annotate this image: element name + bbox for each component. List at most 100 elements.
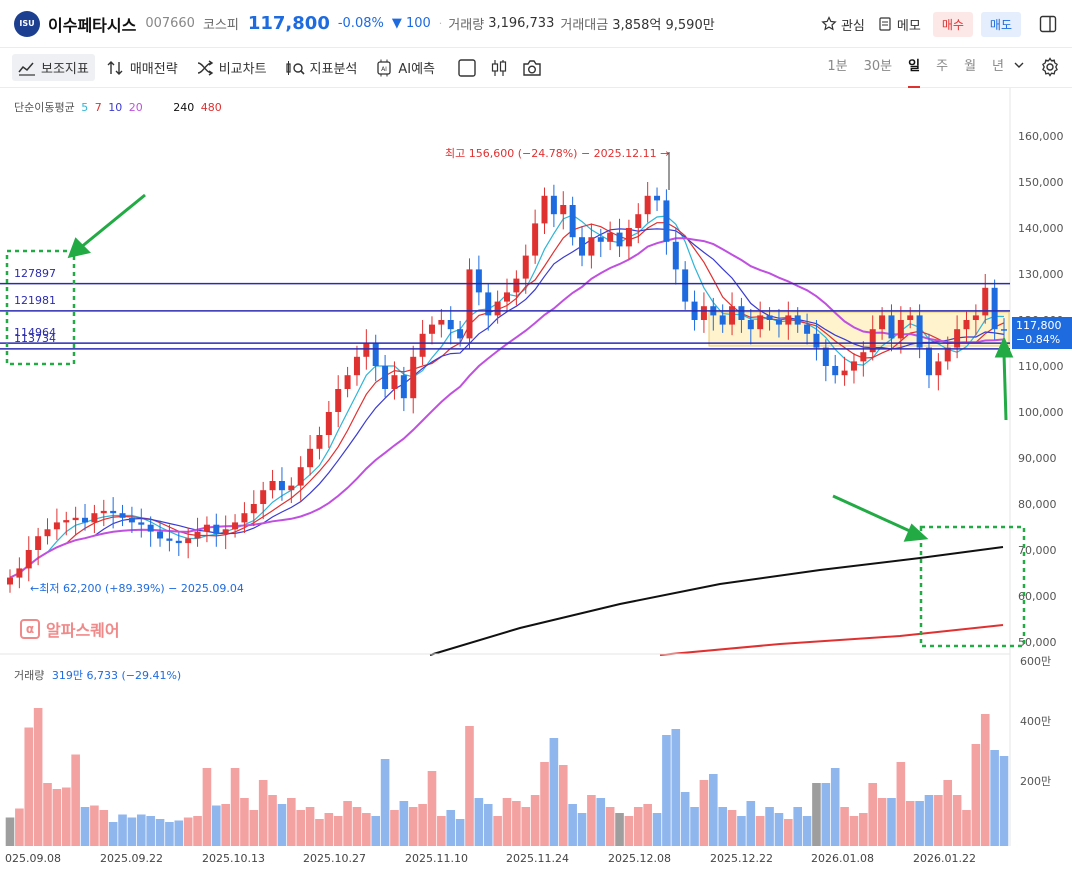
sell-button[interactable]: 매도 xyxy=(980,11,1021,37)
candle-body xyxy=(485,292,492,316)
volume-bar xyxy=(33,708,43,846)
buy-button[interactable]: 매수 xyxy=(932,11,973,37)
volume-bar xyxy=(230,768,240,846)
candle-body xyxy=(869,329,876,353)
candle-body xyxy=(157,531,164,539)
candle-body xyxy=(907,315,914,320)
candle-body xyxy=(475,269,482,293)
volume-bar xyxy=(61,787,71,846)
candle-body xyxy=(504,292,510,302)
candle-body xyxy=(128,517,135,523)
ma-5-line xyxy=(9,214,1005,579)
volume-bar xyxy=(362,813,371,846)
candle-body xyxy=(672,241,679,270)
y-tick-label: 130,000 xyxy=(1018,268,1064,281)
screenshot-button[interactable] xyxy=(521,58,543,78)
candle-body xyxy=(860,352,867,362)
volume-bar xyxy=(934,795,943,846)
x-tick-label: 2025.10.27 xyxy=(303,852,366,865)
volume-bar xyxy=(127,817,137,846)
ma-legend-title: 단순이동평균 xyxy=(14,101,75,114)
strategy-button[interactable]: 매매전략 xyxy=(101,54,184,81)
volume-bar xyxy=(652,813,662,846)
separator-dot: · xyxy=(438,17,443,30)
change-percent: -0.08% xyxy=(337,16,384,31)
square-icon xyxy=(458,58,476,77)
ai-predict-button[interactable]: AI AI예측 xyxy=(369,54,441,81)
candle-body xyxy=(982,287,989,316)
camera-icon xyxy=(523,59,541,76)
candle-body xyxy=(419,333,426,357)
gear-icon xyxy=(1042,57,1058,77)
svg-text:AI: AI xyxy=(381,66,387,73)
period-30min[interactable]: 30분 xyxy=(863,59,893,74)
watch-button[interactable]: 관심 xyxy=(821,15,865,34)
period-year[interactable]: 년 xyxy=(992,59,1004,74)
period-day[interactable]: 일 xyxy=(908,48,921,88)
period-week[interactable]: 주 xyxy=(936,59,949,74)
candle-body xyxy=(897,320,904,339)
candle-body xyxy=(963,320,970,330)
high-annotation: 최고 156,600 (−24.78%) − 2025.12.11 → xyxy=(445,147,670,160)
side-panel-toggle[interactable] xyxy=(1037,13,1059,35)
volume-legend-label: 거래량 xyxy=(14,669,45,682)
candle-body xyxy=(804,324,811,334)
indicator-label: 보조지표 xyxy=(41,62,89,77)
volume-bar xyxy=(155,819,165,846)
volume-bar xyxy=(408,807,418,846)
volume-bar xyxy=(746,801,756,846)
volume-bar xyxy=(765,807,774,846)
annotation-box-left xyxy=(5,249,76,366)
volume-bar xyxy=(971,744,981,846)
candle-body xyxy=(532,223,539,256)
candle-body xyxy=(832,366,839,376)
draw-box-button[interactable] xyxy=(457,58,477,78)
candle-body xyxy=(194,531,201,539)
volume-bar xyxy=(446,810,456,846)
candle-type-button[interactable] xyxy=(489,58,509,78)
volume-bar xyxy=(165,822,174,846)
volume-bar xyxy=(999,756,1009,846)
candle-body xyxy=(729,306,736,325)
candle-body xyxy=(494,301,501,316)
candle-body xyxy=(663,200,670,242)
candle-body xyxy=(213,524,220,534)
volume-bar xyxy=(183,817,193,846)
volume-bar xyxy=(530,795,540,846)
chart-settings-button[interactable] xyxy=(1040,57,1060,81)
candle-body xyxy=(457,329,464,339)
volume-bar xyxy=(962,810,971,846)
volume-bar xyxy=(690,807,699,846)
arrow-icon xyxy=(832,494,929,542)
star-icon xyxy=(821,16,837,31)
price-chart[interactable]: 160,000150,000140,000130,000120,000110,0… xyxy=(0,88,1072,878)
candle-body xyxy=(222,529,229,534)
compare-button[interactable]: 비교차트 xyxy=(190,54,273,81)
period-dropdown[interactable] xyxy=(1014,48,1024,88)
candle-body xyxy=(16,568,23,578)
watch-label: 관심 xyxy=(840,18,865,34)
x-tick-label: 025.09.08 xyxy=(5,852,61,865)
indicator-button[interactable]: 보조지표 xyxy=(12,54,95,81)
analysis-button[interactable]: 지표분석 xyxy=(279,54,364,81)
volume-bar xyxy=(455,819,465,846)
stock-name[interactable]: 이수페타시스 xyxy=(48,15,137,35)
memo-button[interactable]: 메모 xyxy=(877,15,921,34)
analysis-icon xyxy=(285,60,305,75)
volume-bar xyxy=(633,807,643,846)
candle-body xyxy=(841,370,848,376)
low-annotation: ←최저 62,200 (+89.39%) − 2025.09.04 xyxy=(30,582,244,595)
volume-bar xyxy=(802,816,812,846)
period-month[interactable]: 월 xyxy=(964,59,977,74)
period-1min[interactable]: 1분 xyxy=(827,59,848,74)
ma-7-line xyxy=(9,222,1005,579)
volume-bar xyxy=(605,807,615,846)
volume-bar xyxy=(737,816,746,846)
volume-bar xyxy=(812,783,821,846)
alpha-logo-icon: α xyxy=(20,619,40,639)
volume-bar xyxy=(952,795,962,846)
volume-bar xyxy=(418,804,427,846)
y-tick-label: 60,000 xyxy=(1018,590,1057,603)
volume-bar xyxy=(755,816,765,846)
volume-bar xyxy=(427,771,437,846)
